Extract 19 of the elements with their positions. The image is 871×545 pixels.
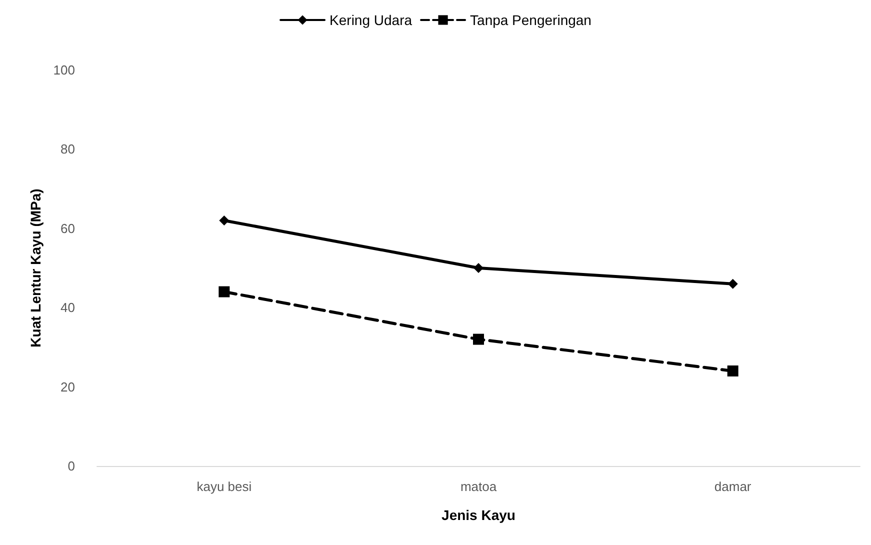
y-tick-label: 20 xyxy=(60,379,75,394)
point xyxy=(218,286,230,298)
point xyxy=(727,365,738,376)
legend-label: Tanpa Pengeringan xyxy=(470,12,592,28)
point xyxy=(219,215,230,226)
x-tick-label: kayu besi xyxy=(196,479,252,494)
y-tick-label: 40 xyxy=(60,300,75,316)
x-tick-label: damar xyxy=(714,479,752,494)
point xyxy=(473,334,484,345)
y-axis-title: Kuat Lentur Kayu (MPa) xyxy=(27,188,44,348)
point xyxy=(474,263,484,273)
y-tick-label: 100 xyxy=(53,62,75,78)
point xyxy=(728,278,738,289)
y-tick-label: 60 xyxy=(60,220,75,236)
x-tick-label: matoa xyxy=(460,479,498,494)
legend-label: Kering Udara xyxy=(330,12,412,28)
y-tick-label: 80 xyxy=(60,142,75,157)
y-tick-label: 0 xyxy=(68,458,75,474)
x-axis-title: Jenis Kayu xyxy=(442,507,516,523)
